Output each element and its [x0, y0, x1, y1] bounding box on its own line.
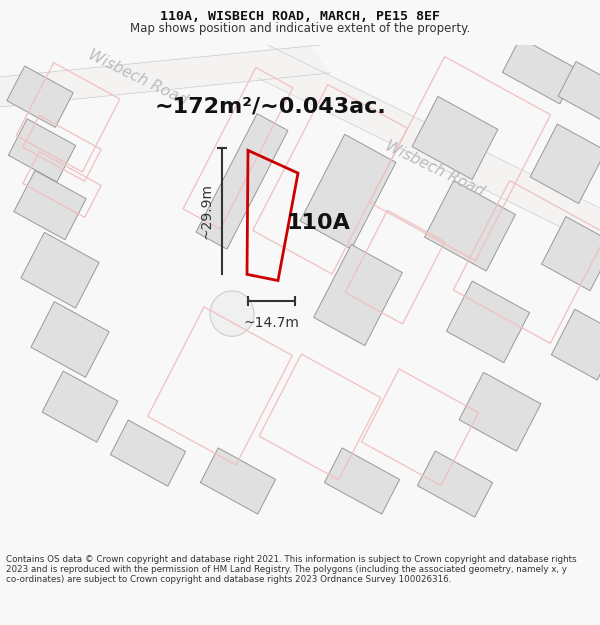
Polygon shape: [300, 134, 396, 249]
Polygon shape: [196, 114, 288, 249]
Polygon shape: [418, 451, 493, 518]
Text: 110A: 110A: [286, 213, 350, 232]
Text: Wisbech Road: Wisbech Road: [86, 48, 190, 109]
Polygon shape: [42, 371, 118, 442]
Polygon shape: [260, 45, 600, 246]
Text: 110A, WISBECH ROAD, MARCH, PE15 8EF: 110A, WISBECH ROAD, MARCH, PE15 8EF: [160, 10, 440, 23]
Polygon shape: [551, 309, 600, 380]
Circle shape: [210, 291, 254, 336]
Polygon shape: [558, 61, 600, 121]
Polygon shape: [21, 232, 99, 308]
Polygon shape: [110, 420, 185, 486]
Polygon shape: [502, 38, 578, 104]
Text: ~172m²/~0.043ac.: ~172m²/~0.043ac.: [155, 97, 387, 117]
Text: ~14.7m: ~14.7m: [244, 316, 299, 330]
Text: Map shows position and indicative extent of the property.: Map shows position and indicative extent…: [130, 22, 470, 35]
Polygon shape: [325, 448, 400, 514]
Polygon shape: [459, 372, 541, 451]
Polygon shape: [530, 124, 600, 204]
Polygon shape: [0, 45, 330, 107]
Polygon shape: [14, 171, 86, 240]
Polygon shape: [542, 217, 600, 291]
Text: ~29.9m: ~29.9m: [200, 183, 214, 239]
Polygon shape: [446, 281, 530, 362]
Polygon shape: [7, 66, 73, 128]
Polygon shape: [200, 448, 275, 514]
Text: Wisbech Road: Wisbech Road: [383, 139, 487, 199]
Polygon shape: [412, 96, 498, 179]
Polygon shape: [8, 119, 76, 182]
Polygon shape: [31, 302, 109, 378]
Text: Contains OS data © Crown copyright and database right 2021. This information is : Contains OS data © Crown copyright and d…: [6, 554, 577, 584]
Polygon shape: [314, 244, 403, 346]
Polygon shape: [425, 181, 515, 271]
